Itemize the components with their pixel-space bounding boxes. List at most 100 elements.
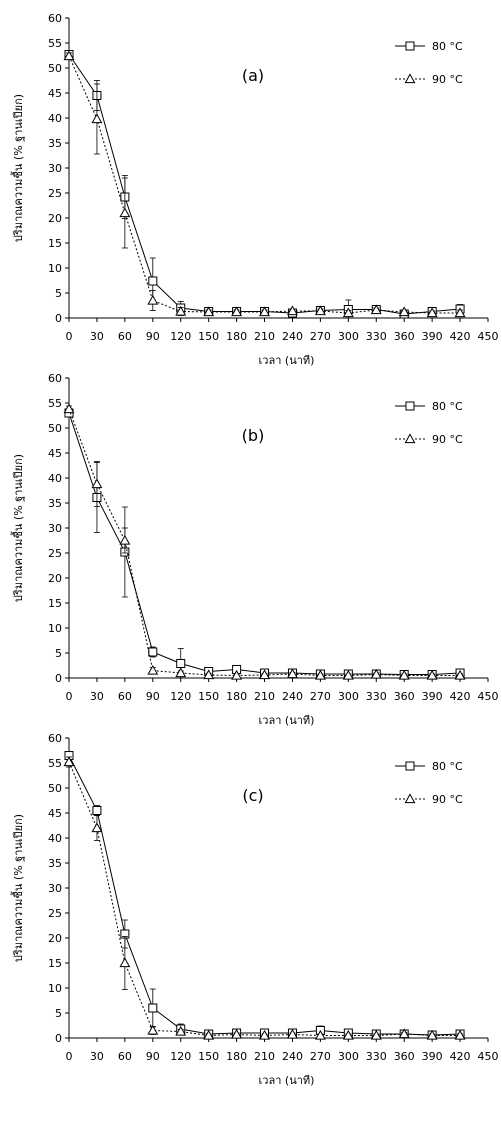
y-tick-label: 10 (48, 622, 62, 635)
data-point (147, 1024, 159, 1035)
data-point (454, 307, 466, 318)
x-tick-label: 210 (254, 1050, 275, 1063)
data-point (231, 669, 243, 680)
data-point (175, 1025, 187, 1036)
panel-label: (c) (242, 786, 263, 805)
data-point (147, 664, 159, 675)
y-tick-label: 5 (55, 1007, 62, 1020)
x-tick-label: 150 (198, 1050, 219, 1063)
data-point (63, 756, 75, 767)
x-tick-label: 240 (282, 690, 303, 703)
x-tick-label: 0 (66, 330, 73, 343)
x-tick-label: 420 (450, 1050, 471, 1063)
x-tick-label: 390 (422, 330, 443, 343)
legend-label: 80 °C (432, 760, 463, 773)
data-point (287, 1028, 298, 1039)
y-tick-label: 10 (48, 982, 62, 995)
x-tick-label: 450 (478, 330, 499, 343)
y-axis-label: ปริมาณความชื้น (% ฐานเปียก) (10, 454, 25, 602)
legend-label: 80 °C (432, 40, 463, 53)
x-tick-label: 150 (198, 330, 219, 343)
data-point (398, 1028, 410, 1039)
legend-marker (405, 401, 415, 411)
x-tick-label: 450 (478, 690, 499, 703)
legend-label: 80 °C (432, 400, 463, 413)
data-point (63, 50, 75, 61)
x-axis-label: เวลา (นาที) (259, 1074, 315, 1087)
data-point (231, 1028, 243, 1039)
data-point (203, 1029, 215, 1040)
series-line (68, 755, 461, 1036)
y-tick-label: 30 (48, 882, 62, 895)
panel-label: (a) (242, 66, 264, 85)
y-tick-label: 5 (55, 647, 62, 660)
data-point (148, 647, 158, 657)
y-tick-label: 0 (55, 672, 62, 685)
data-point (259, 669, 270, 680)
legend-label: 90 °C (432, 793, 463, 806)
data-point (259, 1029, 270, 1040)
y-tick-label: 35 (48, 137, 62, 150)
data-point (91, 478, 103, 489)
x-tick-label: 120 (170, 330, 191, 343)
x-tick-label: 270 (310, 1050, 331, 1063)
data-point (148, 1003, 158, 1013)
x-tick-label: 420 (450, 330, 471, 343)
x-tick-label: 300 (338, 330, 359, 343)
data-point (426, 307, 438, 318)
y-tick-label: 45 (48, 87, 62, 100)
y-tick-label: 10 (48, 262, 62, 275)
x-tick-label: 360 (394, 1050, 415, 1063)
legend-item: 90 °C (395, 73, 463, 86)
panel-label: (b) (242, 426, 265, 445)
series-line (68, 55, 461, 314)
y-tick-label: 30 (48, 522, 62, 535)
y-tick-label: 50 (48, 62, 62, 75)
x-tick-label: 300 (338, 1050, 359, 1063)
x-tick-label: 360 (394, 330, 415, 343)
data-point (91, 822, 103, 833)
x-tick-label: 270 (310, 690, 331, 703)
y-tick-label: 25 (48, 187, 62, 200)
series-2 (63, 50, 466, 318)
series-2 (63, 403, 466, 680)
x-tick-label: 330 (366, 690, 387, 703)
data-point (287, 305, 298, 316)
y-axis-label: ปริมาณความชื้น (% ฐานเปียก) (10, 94, 25, 242)
x-axis-label: เวลา (นาที) (259, 714, 315, 727)
x-tick-label: 180 (226, 1050, 247, 1063)
series-2 (63, 756, 466, 1040)
data-point (454, 669, 466, 680)
x-tick-label: 210 (254, 330, 275, 343)
x-tick-label: 30 (90, 1050, 104, 1063)
x-tick-label: 90 (146, 690, 160, 703)
x-tick-label: 330 (366, 330, 387, 343)
data-point (370, 668, 382, 679)
chart-panel: 0 5 10 15 20 25 30 35 40 45 50 55 60 0 30 60 90 120 150 180… (10, 732, 499, 1087)
series-line (68, 761, 461, 1037)
data-point (119, 534, 131, 545)
y-tick-label: 40 (48, 472, 62, 485)
y-tick-label: 50 (48, 782, 62, 795)
y-tick-label: 20 (48, 572, 62, 585)
data-point (119, 207, 131, 218)
data-point (259, 306, 270, 317)
data-point (176, 659, 186, 668)
y-tick-label: 50 (48, 422, 62, 435)
data-point (342, 307, 354, 318)
x-tick-label: 30 (90, 330, 104, 343)
data-point (63, 403, 75, 414)
x-tick-label: 0 (66, 690, 73, 703)
data-point (426, 669, 438, 680)
legend-marker (404, 433, 416, 444)
x-tick-label: 240 (282, 330, 303, 343)
x-tick-label: 240 (282, 1050, 303, 1063)
x-tick-label: 180 (226, 690, 247, 703)
data-point (454, 1029, 466, 1040)
data-point (175, 667, 187, 678)
y-tick-label: 55 (48, 397, 62, 410)
data-point (287, 668, 298, 679)
y-tick-label: 20 (48, 212, 62, 225)
x-tick-label: 30 (90, 690, 104, 703)
y-tick-label: 20 (48, 932, 62, 945)
